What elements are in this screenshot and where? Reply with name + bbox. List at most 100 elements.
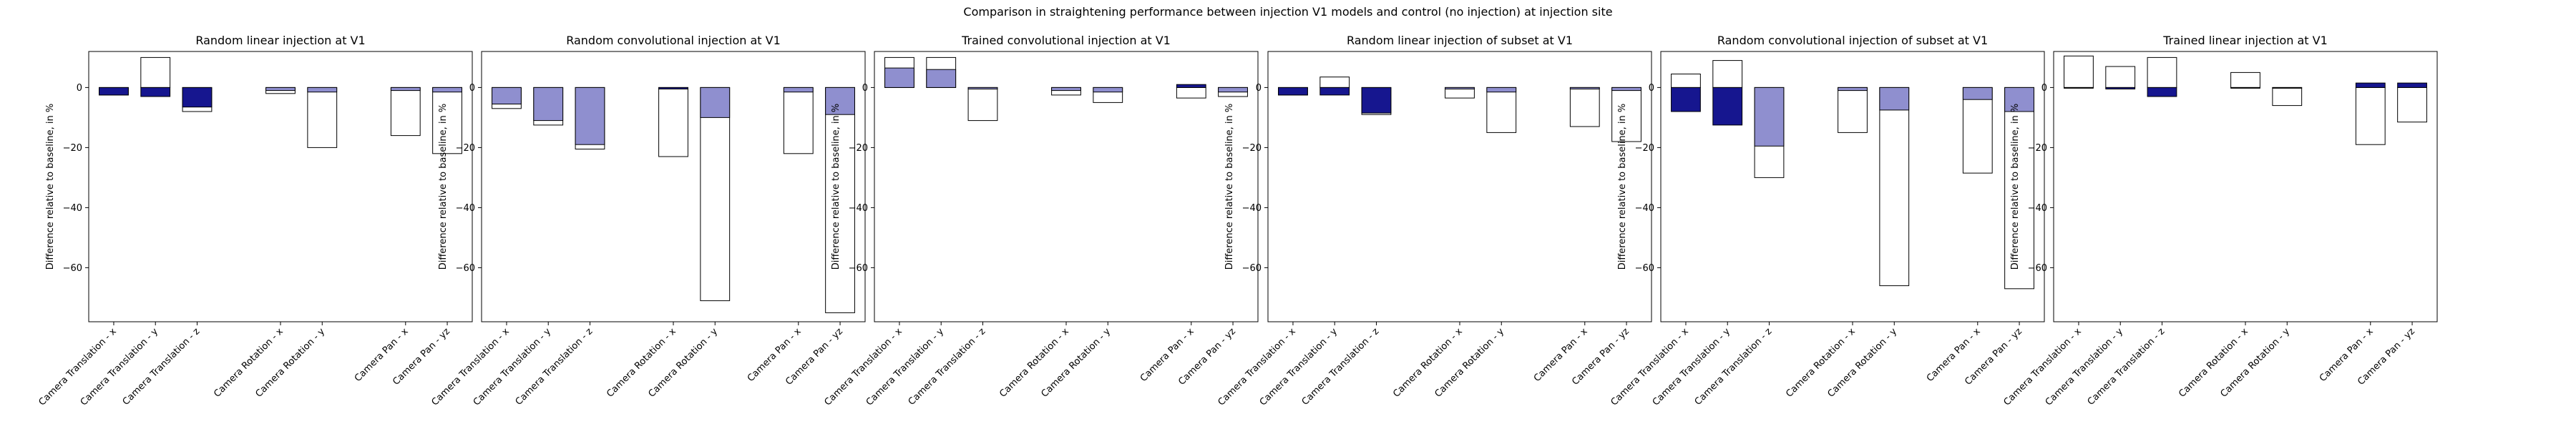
bar-inner [1569,87,1600,90]
bar-inner [1879,87,1910,111]
bar-inner [967,87,998,90]
bar-inner [1671,87,1701,112]
x-tick-label: Camera Rotation - y [1433,326,1506,400]
y-tick-label: 0 [1256,83,1262,94]
bar-inner [658,87,688,90]
bar-inner [307,87,338,93]
x-tick-label: Camera Translation - y [1651,326,1733,408]
y-tick-label: −60 [849,263,868,274]
bar-inner [432,87,462,93]
chart-panel-2: Random convolutional injection at V1 Diff… [429,34,866,408]
chart-panel-1: Random linear injection at V1 Difference … [36,34,473,408]
x-tick-label: Camera Rotation - x [1391,326,1465,400]
bar-outer [1319,77,1350,88]
bar-outer [700,87,731,302]
x-tick-label: Camera Rotation - y [2218,326,2292,400]
x-tick-label: Camera Translation - z [2086,326,2167,408]
bar-outer [967,87,998,122]
x-tick-label: Camera Rotation - y [253,326,327,400]
bar-inner [1361,87,1392,114]
y-tick-label: −20 [1242,143,1262,154]
y-tick-label: −60 [456,263,475,274]
y-tick-label: 0 [1649,83,1654,94]
bar-outer [1176,87,1206,99]
y-tick-label: −40 [456,203,475,214]
bar-inner [884,67,914,88]
bar-outer [140,56,171,88]
bar-inner [700,87,731,118]
y-axis-label: Difference relative to baseline, in % [831,104,841,270]
y-tick-label: −20 [849,143,868,154]
y-tick-label: −20 [1635,143,1654,154]
bar-outer [432,87,462,154]
bar-outer [658,87,688,157]
y-tick-label: −40 [849,203,868,214]
bar-inner [1278,87,1308,96]
x-tick-label: Camera Rotation - y [646,326,720,400]
bar-outer [783,87,814,154]
bar-outer [2230,72,2260,88]
bar-inner [926,69,957,88]
bar-inner [1962,87,1993,100]
bar-outer [1962,87,1993,174]
x-tick-label: Camera Translation - z [121,326,203,408]
bar-inner [182,87,213,108]
bar-inner [1093,87,1123,93]
chart-title: Random convolutional injection of subset… [1717,34,1988,47]
bar-inner [1838,87,1868,92]
y-tick-label: −20 [2028,143,2047,154]
bar-outer [2147,56,2177,88]
bar-inner [390,87,421,92]
bar-outer [1879,87,1910,287]
x-tick-label: Camera Translation - z [907,326,988,408]
bar-outer [1569,87,1600,127]
y-tick-label: −40 [63,203,82,214]
bar-inner [492,87,522,105]
chart-panel-4: Random linear injection of subset at V1 D… [1216,34,1652,408]
bar-inner [2064,87,2094,89]
chart-panel-3: Trained convolutional injection at V1 Dif… [822,34,1259,408]
y-tick-label: −60 [2028,263,2047,274]
bar-outer [2397,87,2427,123]
bar-inner [1176,84,1206,88]
y-tick-label: −40 [2028,203,2047,214]
y-tick-label: −40 [1635,203,1654,214]
y-tick-label: −20 [456,143,475,154]
y-tick-label: −60 [1635,263,1654,274]
y-tick-label: −60 [1242,263,1262,274]
bar-inner [2272,87,2303,89]
bar-outer [825,87,855,313]
chart-title: Trained convolutional injection at V1 [961,34,1171,47]
bar-inner [2147,87,2177,97]
y-axis-label: Difference relative to baseline, in % [1617,104,1628,270]
bar-inner [1754,87,1785,147]
x-tick-label: Camera Translation - x [36,326,119,408]
chart-title: Trained linear injection at V1 [2162,34,2328,47]
chart-panel-6: Trained linear injection at V1 Difference… [2001,34,2438,408]
x-tick-label: Camera Translation - z [1693,326,1775,408]
y-tick-label: 0 [862,83,868,94]
bar-outer [1712,60,1743,88]
y-tick-label: −60 [63,263,82,274]
x-tick-label: Camera Translation - z [1300,326,1382,408]
bar-outer [2064,55,2094,88]
x-tick-label: Camera Rotation - x [997,326,1071,400]
x-tick-label: Camera Translation - y [1258,326,1340,408]
x-tick-label: Camera Rotation - x [2177,326,2250,400]
bar-inner [1611,87,1641,92]
y-tick-label: −20 [63,143,82,154]
x-tick-label: Camera Rotation - x [605,326,678,400]
figure-suptitle: Comparison in straightening performance … [963,5,1612,19]
bar-inner [1051,87,1081,92]
y-axis-label: Difference relative to baseline, in % [45,104,56,270]
y-tick-label: −40 [1242,203,1262,214]
x-tick-label: Camera Rotation - y [1825,326,1899,400]
bar-inner [140,87,171,97]
bar-outer [1671,74,1701,88]
bar-inner [575,87,605,145]
bar-inner [533,87,564,122]
bar-inner [2397,82,2427,88]
y-tick-label: 0 [2041,83,2047,94]
x-tick-label: Camera Translation - y [2044,326,2126,408]
